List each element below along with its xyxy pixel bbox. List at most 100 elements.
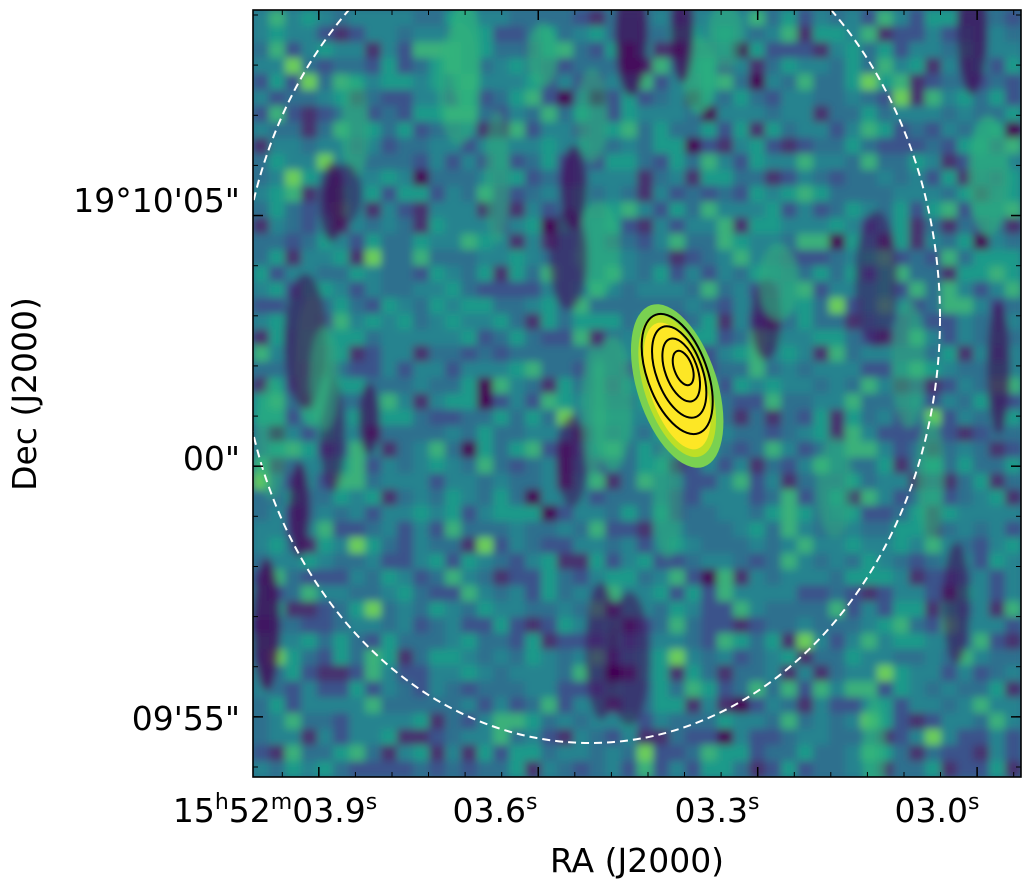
heatmap-cell (317, 745, 334, 762)
heatmap-cell (477, 489, 494, 506)
heatmap-cell (541, 361, 558, 379)
heatmap-cell (925, 729, 942, 746)
heatmap-cell (461, 553, 478, 570)
heatmap-cell (797, 89, 814, 107)
heatmap-cell (429, 553, 446, 570)
heatmap-cell (749, 649, 766, 666)
heatmap-cell (525, 265, 542, 283)
heatmap-cell (925, 329, 942, 347)
heatmap-cell (509, 553, 526, 570)
heatmap-cell (701, 713, 718, 730)
heatmap-cell (749, 745, 766, 762)
heatmap-cell (1005, 42, 1021, 59)
heatmap-cell (669, 617, 686, 634)
heatmap-cell (1005, 761, 1021, 777)
heatmap-cell (941, 233, 958, 251)
heatmap-cell (461, 569, 478, 586)
heatmap-cell (493, 10, 510, 27)
heatmap-cell (269, 345, 286, 363)
heatmap-cell (669, 249, 686, 267)
heatmap-cell (541, 585, 558, 602)
heatmap-cell (397, 505, 414, 522)
heatmap-cell (877, 42, 894, 59)
heatmap-cell (973, 681, 990, 698)
heatmap-cell (797, 409, 814, 427)
heatmap-cell (637, 505, 654, 522)
heatmap-cell (525, 505, 542, 522)
heatmap-cell (509, 377, 526, 395)
heatmap-cell (893, 521, 910, 538)
heatmap-cell (541, 153, 558, 171)
heatmap-cell (397, 217, 414, 235)
heatmap-cell (541, 457, 558, 474)
heatmap-streak (916, 415, 945, 541)
heatmap-cell (349, 697, 366, 714)
heatmap-cell (925, 585, 942, 602)
heatmap-cell (829, 57, 846, 75)
heatmap-cell (349, 633, 366, 650)
heatmap-cell (637, 457, 654, 474)
heatmap-cell (765, 649, 782, 666)
heatmap-cell (829, 217, 846, 235)
heatmap-cell (861, 57, 878, 75)
heatmap-cell (509, 585, 526, 602)
heatmap-cell (349, 729, 366, 746)
heatmap-cell (285, 89, 302, 107)
heatmap-cell (493, 265, 510, 283)
heatmap-cell (285, 249, 302, 267)
heatmap-cell (541, 521, 558, 538)
heatmap-cell (301, 601, 318, 618)
heatmap-cell (797, 633, 814, 650)
heatmap-cell (925, 553, 942, 570)
heatmap-cell (893, 681, 910, 698)
heatmap-cell (397, 601, 414, 618)
heatmap-cell (781, 57, 798, 75)
heatmap-cell (413, 201, 430, 219)
heatmap-cell (253, 729, 270, 746)
heatmap-cell (557, 57, 574, 75)
heatmap-cell (845, 313, 862, 331)
heatmap-cell (493, 297, 510, 315)
heatmap-cell (413, 137, 430, 155)
heatmap-cell (525, 553, 542, 570)
heatmap-cell (877, 153, 894, 171)
heatmap-cell (941, 441, 958, 458)
heatmap-cell (301, 201, 318, 219)
heatmap-cell (909, 10, 926, 27)
heatmap-cell (349, 761, 366, 777)
heatmap-cell (861, 345, 878, 363)
heatmap-cell (733, 329, 750, 347)
heatmap-cell (669, 265, 686, 283)
heatmap-cell (845, 345, 862, 363)
heatmap-cell (765, 457, 782, 474)
heatmap-cell (269, 121, 286, 139)
heatmap-cell (717, 249, 734, 267)
heatmap-cell (813, 537, 830, 554)
heatmap-cell (797, 425, 814, 443)
heatmap-cell (701, 121, 718, 139)
heatmap-cell (397, 89, 414, 107)
heatmap-cell (365, 249, 382, 267)
heatmap-cell (253, 121, 270, 139)
heatmap-cell (269, 105, 286, 123)
heatmap-cell (413, 153, 430, 171)
heatmap-cell (445, 265, 462, 283)
heatmap-cell (301, 633, 318, 650)
heatmap-cell (797, 441, 814, 458)
heatmap-cell (381, 585, 398, 602)
heatmap-cell (589, 537, 606, 554)
heatmap-cell (269, 681, 286, 698)
heatmap-cell (365, 681, 382, 698)
heatmap-cell (541, 425, 558, 443)
heatmap-cell (957, 409, 974, 427)
heatmap-cell (893, 713, 910, 730)
heatmap-cell (381, 57, 398, 75)
heatmap-cell (717, 73, 734, 91)
heatmap-cell (301, 137, 318, 155)
heatmap-cell (989, 489, 1006, 506)
heatmap-cell (253, 761, 270, 777)
heatmap-cell (781, 489, 798, 506)
heatmap-cell (429, 217, 446, 235)
heatmap-cell (1005, 137, 1021, 155)
heatmap-cell (717, 201, 734, 219)
